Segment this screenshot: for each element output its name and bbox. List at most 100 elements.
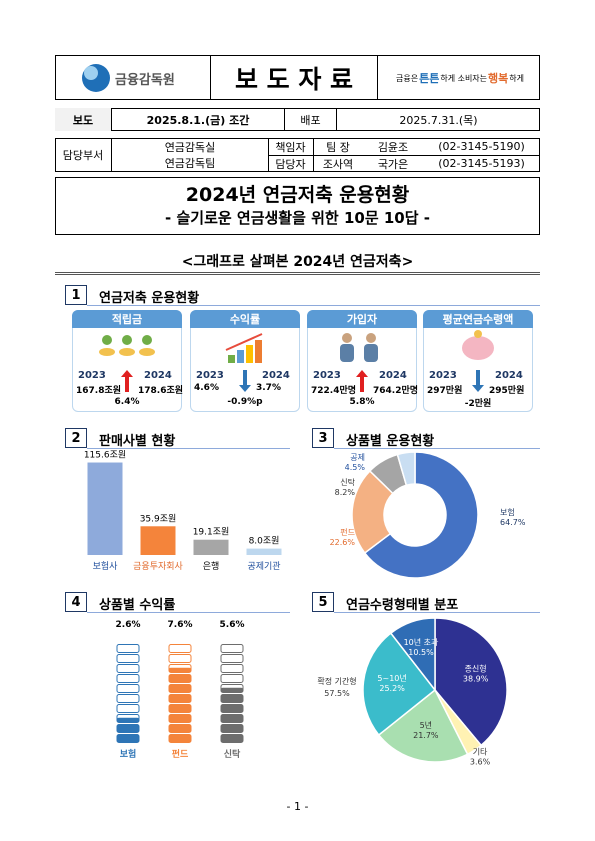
label-cell: 보도: [55, 108, 112, 131]
value: 3.7%: [256, 383, 281, 393]
coin: [99, 348, 115, 356]
slice-value-label: 21.7%: [413, 731, 439, 740]
section-rule: [87, 612, 290, 613]
slice: [396, 451, 416, 487]
segment-fill: [117, 717, 139, 723]
stack-category-label: 펀드: [172, 748, 189, 760]
label-cell: 책임자: [275, 140, 306, 154]
bar-category-label: 보험사: [93, 561, 119, 572]
section-title: 판매사별 현황: [99, 434, 176, 449]
slice-value-label: 10.5%: [408, 648, 434, 657]
value-cell: 연금감독실: [164, 141, 216, 154]
card-header: 가입자: [307, 310, 417, 328]
person-head: [342, 333, 352, 343]
segment-fill: [117, 734, 139, 743]
trend-arrowhead: [356, 370, 368, 377]
segment-fill: [221, 704, 243, 713]
label-cell: 배포: [285, 108, 337, 131]
segment-fill: [169, 704, 191, 713]
icon-bar: [228, 355, 235, 363]
slogan-text: 행복: [488, 72, 509, 85]
value-cell: (02-3145-5190): [438, 140, 525, 153]
slice-value-label: 25.2%: [379, 684, 405, 693]
year: 2023: [196, 370, 224, 381]
year: 2024: [262, 370, 290, 381]
value: 4.6%: [194, 383, 219, 393]
slice-value-label: 64.7%: [500, 518, 526, 527]
divider: [210, 55, 211, 100]
value-cell: 김윤조: [377, 140, 409, 154]
header-box: [55, 55, 540, 100]
section-rule: [334, 612, 540, 613]
section-rule: [87, 305, 540, 306]
stack-category-label: 보험: [120, 748, 137, 760]
slice-category-label: 10년 초과: [404, 637, 439, 647]
slice: [389, 617, 436, 693]
slice-category-label: 기타: [473, 748, 488, 757]
segment: [220, 664, 244, 673]
annotation-value: 57.5%: [324, 689, 350, 698]
piggy: [462, 336, 494, 360]
segment: [116, 684, 140, 693]
slogan: 금융은 튼튼 하게 소비자는 행복 하게: [380, 68, 540, 88]
section-number: 3: [312, 428, 334, 448]
slice: [363, 451, 479, 579]
segment: [220, 674, 244, 683]
card-header: 평균연금수령액: [423, 310, 533, 328]
title-box: [55, 177, 540, 235]
value: 297만원: [427, 386, 463, 396]
value-cell: 2025.8.1.(금) 조간: [112, 108, 285, 131]
slice-category-label: 5~10년: [377, 673, 406, 683]
bar: [246, 548, 282, 555]
value: 295만원: [489, 386, 525, 396]
stack-value-label: 7.6%: [168, 620, 193, 630]
slice: [377, 688, 469, 763]
year: 2024: [495, 370, 523, 381]
icon-bar: [246, 345, 253, 363]
coin: [474, 330, 482, 338]
value-cell: 연금감독팀: [164, 157, 216, 170]
segment-fill: [221, 724, 243, 733]
segment-fill: [169, 674, 191, 683]
bar: [87, 462, 123, 555]
stack-value-label: 5.6%: [220, 620, 245, 630]
bar-value-label: 19.1조원: [193, 527, 230, 538]
coin: [119, 348, 135, 356]
year: 2024: [379, 370, 407, 381]
segment: [116, 694, 140, 703]
slice-value-label: 3.6%: [470, 758, 491, 767]
section-rule: [87, 448, 290, 449]
leaf: [122, 335, 132, 345]
slogan-text: 하게 소비자는: [440, 73, 488, 83]
segment-fill: [169, 684, 191, 693]
section-number: 1: [65, 285, 87, 305]
segment-fill: [169, 694, 191, 703]
segment: [220, 654, 244, 663]
year: 2023: [313, 370, 341, 381]
segment: [168, 654, 192, 663]
value: 764.2만명: [373, 386, 419, 396]
logo-icon: [82, 64, 110, 92]
icon-bar: [237, 350, 244, 363]
icon-bar: [255, 340, 262, 363]
bar-category-label: 금융투자회사: [133, 561, 183, 572]
segment: [116, 644, 140, 653]
segment-fill: [169, 724, 191, 733]
logo-text: 금융감독원: [115, 72, 175, 88]
segment: [116, 664, 140, 673]
section-number: 5: [312, 592, 334, 612]
segment: [220, 644, 244, 653]
slice-value-label: 4.5%: [345, 463, 366, 472]
section-title: 연금저축 운용현황: [99, 291, 200, 306]
card-icon: [99, 335, 155, 392]
divider: [268, 155, 540, 156]
label-cell: 담당자: [275, 157, 306, 171]
year: 2023: [78, 370, 106, 381]
logo-highlight: [84, 66, 98, 80]
bar-value-label: 35.9조원: [140, 513, 177, 524]
value-cell: 팀 장: [326, 140, 350, 154]
